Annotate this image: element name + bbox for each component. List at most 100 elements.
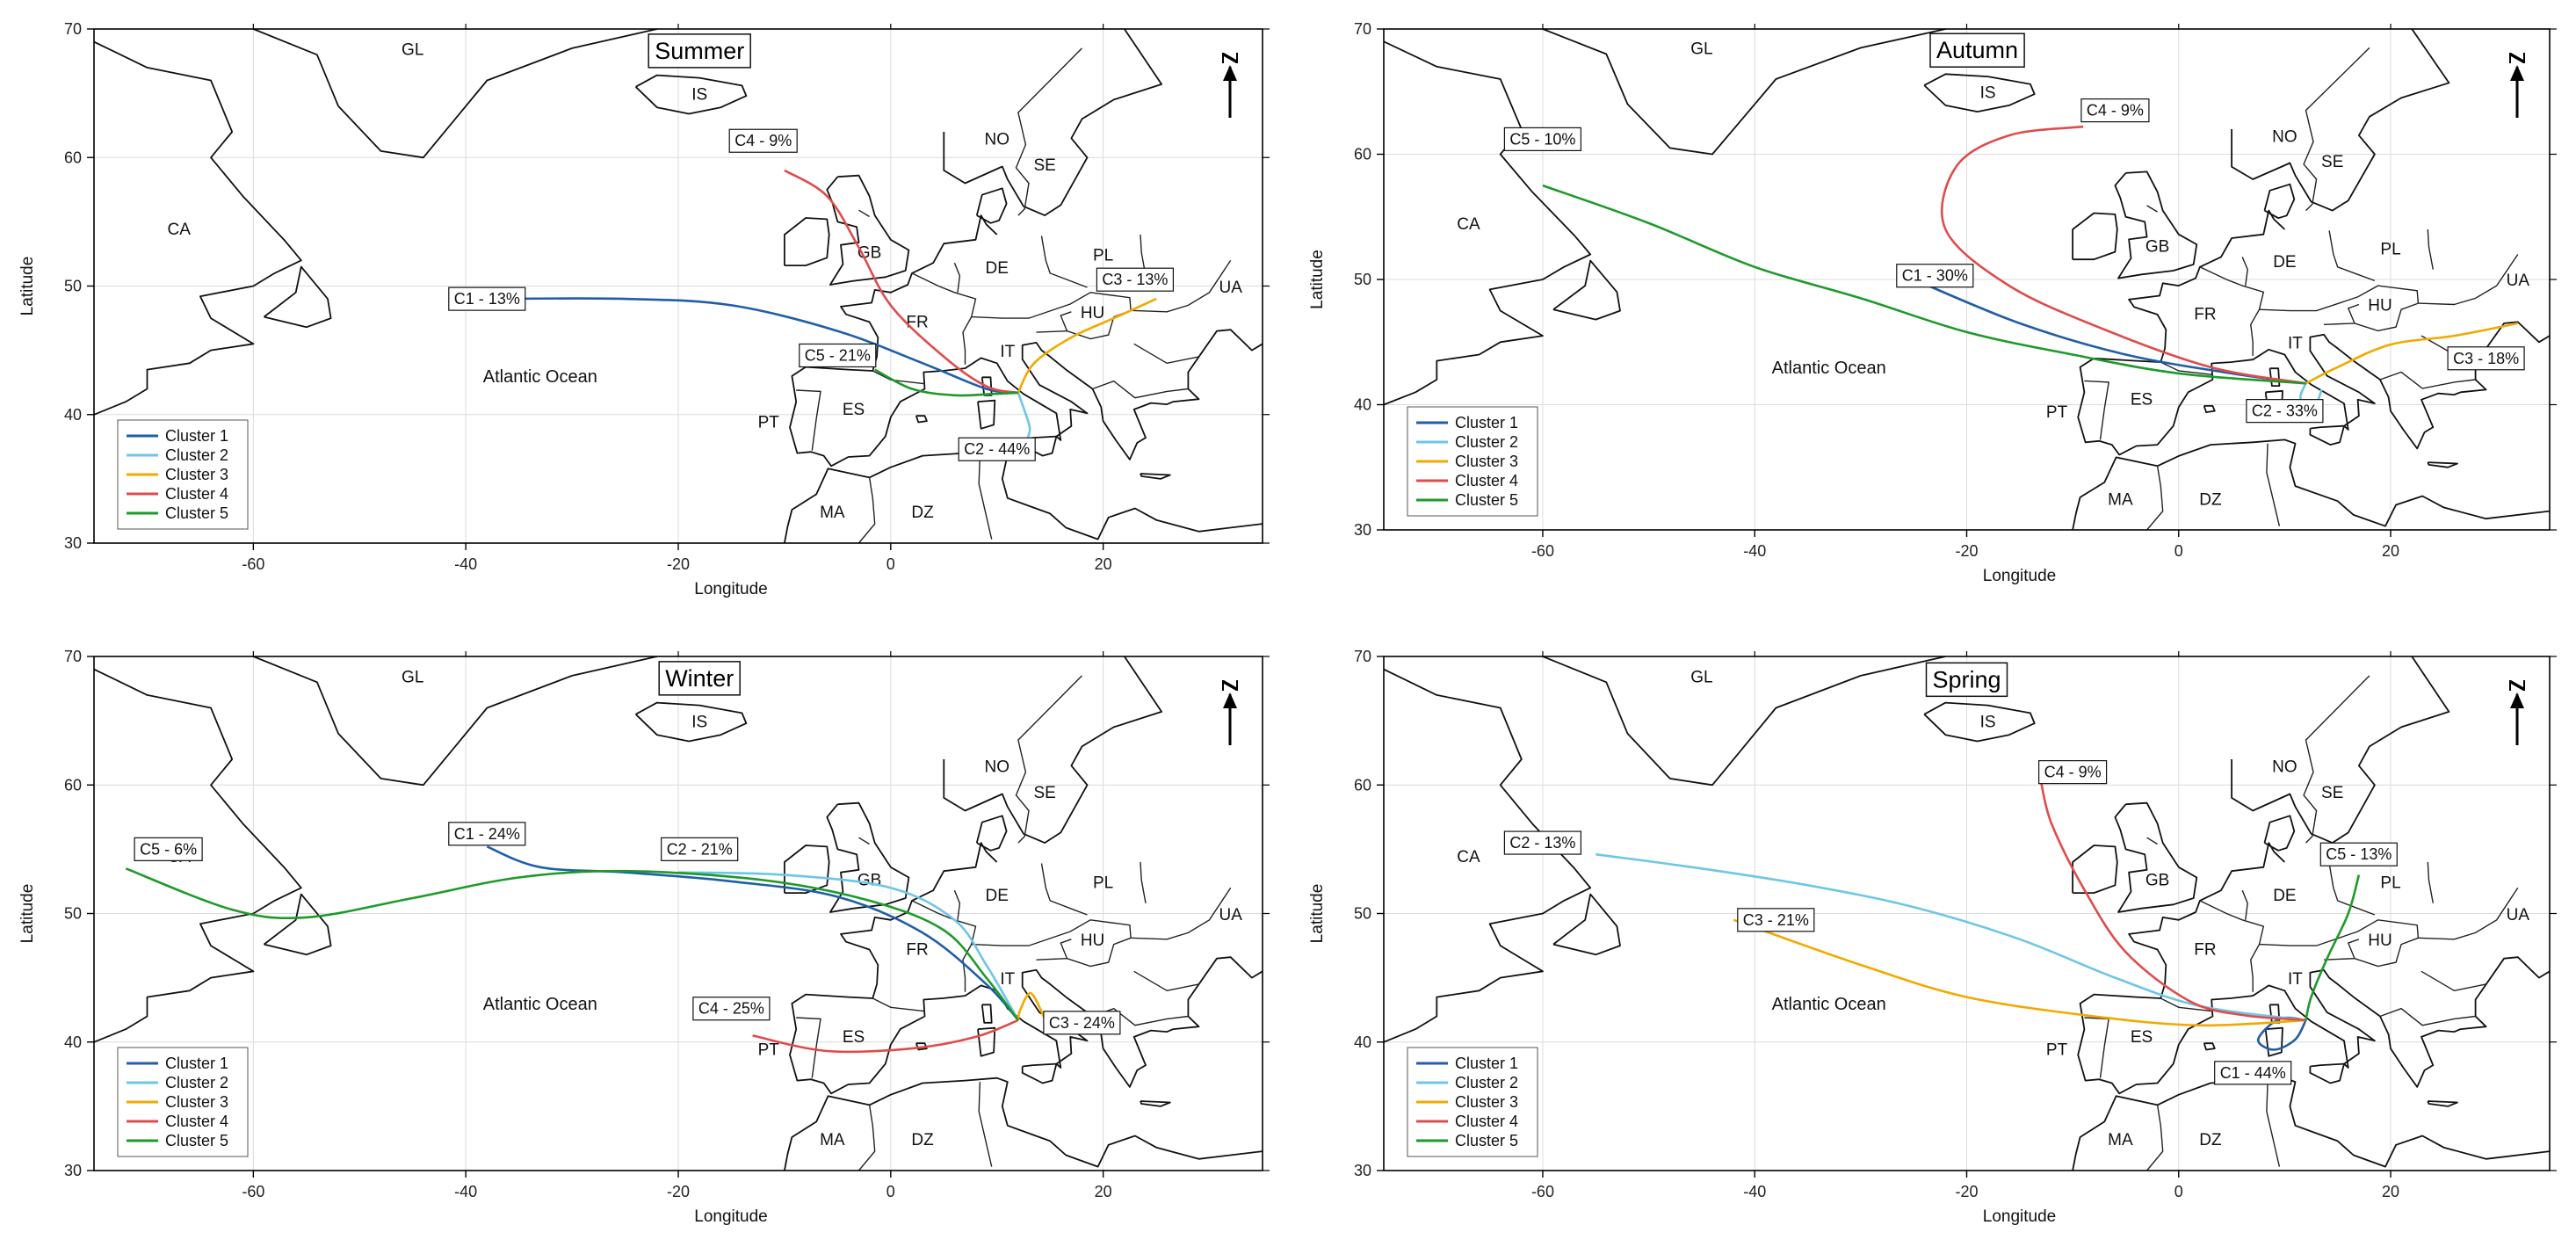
- season-title-label: Spring: [1933, 666, 2001, 692]
- trajectory-cluster-4: [2039, 780, 2306, 1022]
- season-title-label: Winter: [665, 665, 734, 692]
- place-label: ES: [2131, 1028, 2153, 1047]
- y-tick-label: 40: [64, 406, 82, 424]
- cluster-tag: C4 - 25%: [692, 997, 771, 1021]
- country-border: [978, 454, 993, 540]
- place-label: SE: [1033, 784, 1055, 802]
- coast-corsica: [980, 1004, 993, 1024]
- coast-corsica: [2268, 367, 2281, 388]
- cluster-tag: C1 - 30%: [1896, 264, 1974, 288]
- place-label: GL: [1690, 40, 1712, 59]
- map-panel-autumn: GL IS CA NO SE GB DE PL FR HU UA IT ES PT MA DZ Atlantic…: [1308, 20, 2557, 585]
- coast-newfoundland: [1552, 893, 1621, 956]
- place-label: UA: [1219, 279, 1243, 297]
- country-border: [1036, 958, 1067, 961]
- country-border: [2347, 302, 2419, 332]
- country-border: [2266, 1082, 2281, 1167]
- country-border: [1140, 861, 1147, 903]
- country-border: [1015, 675, 1082, 844]
- y-tick-label: 70: [64, 20, 82, 38]
- country-border: [1060, 309, 1132, 340]
- coast-greenland: [251, 29, 658, 159]
- x-tick-label: -60: [1531, 1183, 1554, 1200]
- place-label: NO: [984, 131, 1009, 149]
- place-label: HU: [2368, 932, 2391, 950]
- cluster-tag-label: C1 - 30%: [1902, 267, 1968, 285]
- place-label: DE: [2273, 887, 2296, 905]
- y-tick-label: 30: [1354, 521, 1371, 539]
- place-label: HU: [1081, 304, 1104, 323]
- place-label: ES: [843, 1028, 865, 1047]
- season-title-label: Summer: [655, 38, 744, 64]
- x-axis-label: Longitude: [694, 1207, 767, 1226]
- north-arrow-icon: [1222, 680, 1238, 745]
- trajectory-cluster-4: [752, 1019, 1019, 1054]
- country-border: [2146, 466, 2164, 530]
- y-tick-label: 70: [1354, 648, 1371, 665]
- place-label: UA: [2507, 272, 2530, 290]
- x-tick-label: -20: [1955, 542, 1978, 560]
- country-border: [858, 209, 870, 218]
- trajectories: [125, 845, 1046, 1054]
- cluster-tag: C2 - 33%: [2246, 399, 2324, 424]
- coast-balearic: [2203, 1042, 2216, 1051]
- coast-balearic: [2203, 404, 2216, 414]
- country-border: [2303, 47, 2370, 212]
- season-title: Spring: [1925, 662, 2008, 698]
- place-label: FR: [906, 313, 928, 331]
- place-label: UA: [1219, 906, 1243, 924]
- place-label: NO: [2272, 758, 2297, 777]
- country-border: [2420, 970, 2486, 992]
- country-border: [1036, 330, 1067, 333]
- coast-iceland: [1923, 73, 2036, 112]
- cluster-tag-box: [448, 822, 526, 846]
- country-border: [857, 477, 876, 543]
- country-border: [2259, 285, 2420, 312]
- place-label: IS: [691, 85, 707, 104]
- cluster-tag-label: C2 - 13%: [1509, 834, 1575, 852]
- country-border: [953, 889, 961, 920]
- coast-balearic: [915, 415, 928, 424]
- country-border: [2427, 861, 2434, 903]
- place-label: IT: [1000, 343, 1015, 361]
- country-border: [2347, 937, 2419, 968]
- place-label: MA: [2108, 1131, 2133, 1149]
- season-title-label: Autumn: [1936, 37, 2018, 63]
- coast-continent: [789, 214, 1263, 468]
- x-tick-label: 20: [2382, 542, 2399, 560]
- place-label: IT: [2288, 334, 2303, 352]
- coast-northAmerica: [1384, 668, 1592, 1043]
- country-border: [796, 1017, 821, 1078]
- place-label: FR: [2194, 306, 2216, 324]
- trajectories: [487, 169, 1157, 441]
- place-label: DZ: [2199, 1131, 2222, 1149]
- trajectory-cluster-4: [784, 169, 1019, 395]
- coast-britain: [826, 801, 910, 913]
- legend-entry-label: Cluster 5: [165, 1132, 228, 1149]
- legend-entry-label: Cluster 2: [1455, 1074, 1518, 1091]
- country-border: [2199, 900, 2265, 992]
- x-tick-label: 0: [2174, 542, 2183, 560]
- country-border: [2146, 205, 2158, 213]
- place-label: PT: [2046, 403, 2068, 422]
- legend: Cluster 1 Cluster 2 Cluster 3 Cluster 4 Clus…: [1407, 1047, 1538, 1157]
- place-label: IT: [2288, 970, 2303, 989]
- place-label: DZ: [2199, 491, 2222, 510]
- cluster-tag-label: C4 - 9%: [2087, 102, 2144, 120]
- place-label: Atlantic Ocean: [1772, 359, 1886, 378]
- y-tick-label: 50: [64, 905, 82, 923]
- coast-newfoundland: [263, 265, 332, 329]
- cluster-tag-box: [1737, 908, 1815, 932]
- cluster-tag: C2 - 44%: [958, 437, 1036, 461]
- cluster-tag-label: C1 - 44%: [2220, 1064, 2286, 1082]
- place-label: PL: [2380, 874, 2400, 892]
- coastlines: [94, 29, 1263, 543]
- country-border: [978, 1082, 993, 1167]
- x-tick-label: 0: [2174, 1183, 2183, 1200]
- cluster-tag: C4 - 9%: [2080, 98, 2150, 123]
- cluster-tag: C3 - 13%: [1096, 267, 1175, 292]
- place-label: IS: [1980, 713, 1996, 731]
- cluster-tag-label: C1 - 24%: [454, 825, 520, 843]
- place-label: GL: [402, 40, 423, 59]
- cluster-tag-label: C4 - 25%: [698, 1000, 764, 1018]
